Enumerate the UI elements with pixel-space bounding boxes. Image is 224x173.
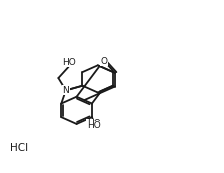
Text: HO: HO [87, 121, 101, 130]
Text: HO: HO [62, 58, 76, 67]
Text: N: N [62, 86, 69, 95]
Text: HO: HO [87, 119, 101, 128]
Text: O: O [100, 57, 107, 66]
Text: HCl: HCl [10, 143, 28, 153]
